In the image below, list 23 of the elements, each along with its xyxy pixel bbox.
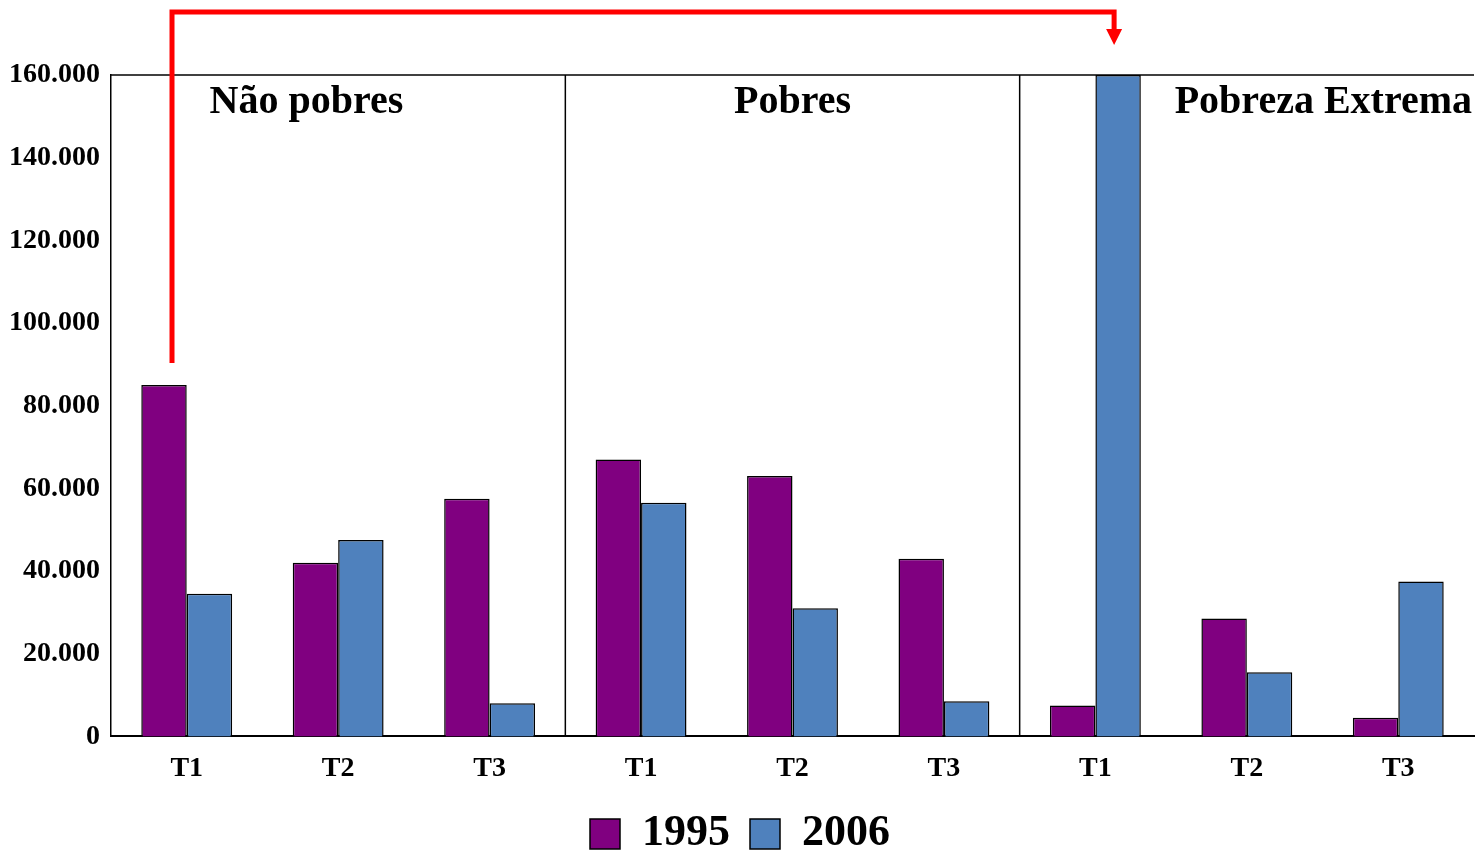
legend-label: 2006 — [802, 806, 890, 856]
x-tick-label: T2 — [776, 751, 809, 783]
x-tick-label: T1 — [624, 751, 658, 783]
y-tick-label: 40.000 — [23, 553, 100, 585]
y-tick-label: 60.000 — [23, 470, 100, 502]
x-tick-label: T1 — [170, 751, 204, 783]
x-tick-label: T3 — [927, 751, 961, 783]
x-tick-label: T2 — [1230, 751, 1264, 783]
y-tick-label: 120.000 — [9, 222, 100, 254]
x-tick-label: T2 — [321, 751, 355, 783]
x-tick-label: T1 — [1079, 751, 1112, 783]
annotation: Não pobres — [209, 77, 404, 123]
annotation: Pobreza Extrema — [1174, 77, 1472, 123]
x-tick-label: T3 — [473, 751, 506, 783]
y-tick-label: 100.000 — [9, 305, 100, 337]
x-tick-label: T3 — [1381, 751, 1415, 783]
legend-label: 1995 — [642, 806, 730, 856]
y-tick-label: 160.000 — [9, 57, 100, 89]
y-tick-label: 80.000 — [23, 387, 100, 419]
annotation: Pobres — [733, 77, 852, 123]
y-tick-label: 0 — [86, 718, 100, 750]
y-tick-label: 140.000 — [9, 139, 100, 171]
y-tick-label: 20.000 — [23, 635, 100, 667]
